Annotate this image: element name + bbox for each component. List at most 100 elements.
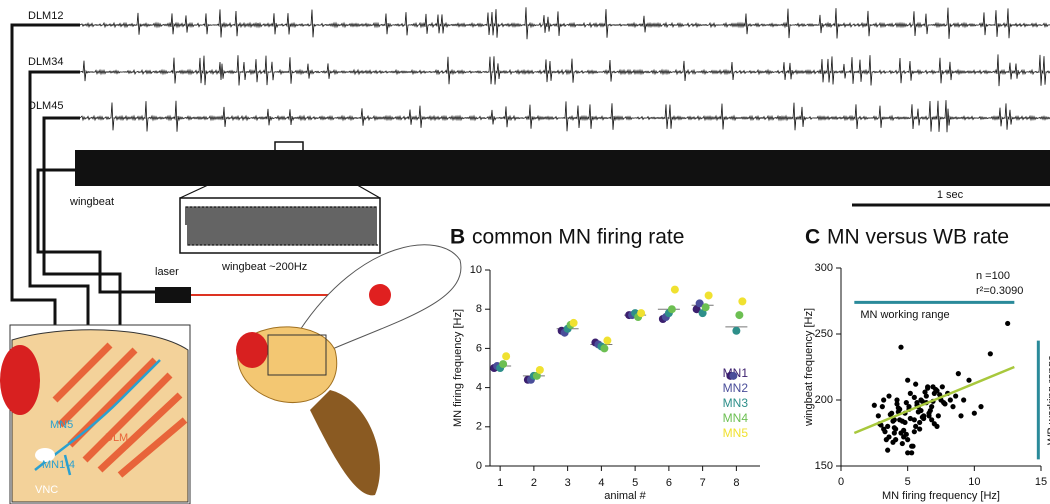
y-tick-label: 8 <box>476 303 482 315</box>
neuron-label: MN5 <box>50 419 73 431</box>
point <box>926 413 932 419</box>
point <box>913 423 919 429</box>
x-tick-label: 0 <box>838 476 844 488</box>
panel-label: B <box>450 226 465 249</box>
point <box>923 393 929 399</box>
inset-eye <box>0 345 40 415</box>
trace-label: DLM34 <box>28 56 63 68</box>
point <box>903 400 909 406</box>
dot <box>698 309 707 318</box>
point <box>905 377 911 383</box>
dot <box>535 365 544 374</box>
point <box>935 413 941 419</box>
point <box>894 397 900 403</box>
x-tick-label: 4 <box>598 477 604 489</box>
neuron-label: MN1-4 <box>42 459 75 471</box>
panel-label: C <box>805 226 820 249</box>
trace-label: wingbeat <box>69 196 114 208</box>
point <box>898 344 904 350</box>
point <box>906 404 912 410</box>
point <box>902 419 908 426</box>
point <box>909 443 915 449</box>
x-tick-label: 8 <box>733 477 739 489</box>
point <box>905 437 911 443</box>
soma <box>35 448 55 462</box>
point <box>955 371 961 377</box>
x-tick-label: 3 <box>565 477 571 489</box>
y-tick-label: 0 <box>476 460 482 472</box>
point <box>931 421 937 427</box>
point <box>971 410 977 416</box>
dot <box>637 309 646 318</box>
point <box>947 397 953 403</box>
x-tick-label: 2 <box>531 477 537 489</box>
motoneurons <box>34 359 161 476</box>
point <box>978 404 984 410</box>
x-tick-label: 5 <box>905 476 911 488</box>
x-tick-label: 10 <box>968 476 980 488</box>
eye <box>236 332 268 368</box>
dot <box>667 305 676 314</box>
y-tick-label: 250 <box>815 328 833 340</box>
annotation: r²=0.3090 <box>976 285 1023 297</box>
point <box>987 351 993 357</box>
annotation: n =100 <box>976 270 1010 282</box>
trace <box>79 7 1050 40</box>
point <box>903 431 909 437</box>
point <box>925 385 931 391</box>
dot <box>532 371 541 380</box>
dot <box>704 291 713 300</box>
point <box>917 426 923 432</box>
y-tick-label: 150 <box>815 460 833 472</box>
dot <box>701 303 710 312</box>
point <box>953 393 959 399</box>
point <box>917 419 923 426</box>
point <box>909 450 915 456</box>
y-tick-label: 6 <box>476 342 482 354</box>
dot <box>502 352 511 361</box>
wire <box>10 23 80 340</box>
x-tick-label: 15 <box>1035 476 1047 488</box>
dot <box>600 344 609 353</box>
laser <box>155 287 191 303</box>
legend-entry: MN5 <box>723 426 749 440</box>
dot <box>738 297 747 306</box>
muscle-label: DLM <box>105 432 128 444</box>
dot <box>670 285 679 294</box>
point <box>881 426 887 432</box>
point <box>966 377 972 383</box>
point <box>911 429 917 435</box>
dot <box>732 326 741 335</box>
laser-label: laser <box>155 266 179 278</box>
trace <box>79 54 1050 87</box>
point <box>907 415 913 422</box>
zoom-box <box>179 197 381 254</box>
trace-label: DLM12 <box>28 10 63 22</box>
abdomen <box>310 390 380 496</box>
region-label: VNC <box>35 484 58 496</box>
dot <box>695 299 704 308</box>
chart-title: MN versus WB rate <box>827 226 1009 249</box>
point <box>915 409 921 415</box>
point <box>958 413 964 419</box>
chart-title: common MN firing rate <box>472 226 684 249</box>
point <box>886 434 892 440</box>
point <box>899 440 905 447</box>
point <box>950 404 956 410</box>
x-tick-label: 7 <box>700 477 706 489</box>
scale-label: 1 sec <box>937 189 964 201</box>
point <box>905 450 911 456</box>
point <box>894 401 900 407</box>
wire <box>36 168 160 294</box>
x-tick-label: 5 <box>632 477 638 489</box>
legend-entry: MN2 <box>723 381 749 395</box>
point <box>929 404 935 410</box>
schematic <box>10 23 381 340</box>
dot <box>735 311 744 320</box>
dot <box>499 360 508 369</box>
point <box>961 397 967 403</box>
point <box>879 404 885 410</box>
legend-entry: MN4 <box>723 411 749 425</box>
point <box>911 394 917 400</box>
